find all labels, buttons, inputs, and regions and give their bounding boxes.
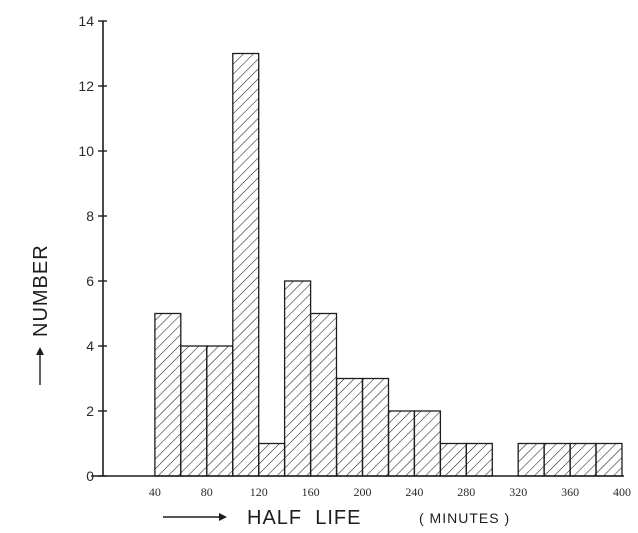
y-tick-label-2: 2: [86, 403, 94, 419]
histogram-bar-180-200: [335, 377, 364, 477]
histogram-bar-340-360: [543, 442, 571, 477]
histogram-bar-160-180: [309, 312, 338, 477]
x-tick-label-360: 360: [561, 485, 579, 499]
x-tick-label-120: 120: [250, 485, 268, 499]
histogram-bar-320-340: [517, 442, 545, 477]
histogram-bar-140-160: [283, 280, 312, 477]
x-tick-label-40: 40: [149, 485, 161, 499]
x-tick-label-320: 320: [509, 485, 527, 499]
y-tick-label-4: 4: [86, 338, 94, 354]
y-tick-label-10: 10: [78, 143, 94, 159]
x-tick-label-200: 200: [354, 485, 372, 499]
histogram-bar-80-100: [206, 345, 234, 477]
histogram-bar-380-400: [595, 442, 623, 477]
histogram-bar-220-240: [387, 410, 416, 477]
y-axis-title-group: NUMBER: [30, 244, 52, 385]
histogram-bar-100-120: [232, 52, 260, 477]
y-tick-label-0: 0: [86, 468, 94, 484]
y-tick-label-14: 14: [78, 13, 94, 29]
histogram-bar-240-260: [413, 410, 442, 477]
histogram-bar-40-60: [154, 312, 182, 477]
x-tick-label-280: 280: [457, 485, 475, 499]
x-ticks-group: 40 80 120 160 200 240 280 320 360 400: [149, 485, 631, 499]
x-axis-arrow-head: [219, 513, 227, 521]
histogram-bar-280-300: [465, 442, 493, 477]
histogram-bar-200-220: [361, 377, 390, 477]
x-tick-label-240: 240: [405, 485, 423, 499]
y-tick-label-6: 6: [86, 273, 94, 289]
x-axis-title-group: HALF LIFE ( MINUTES ): [163, 507, 510, 529]
y-axis-arrow-head: [36, 347, 44, 355]
y-tick-label-8: 8: [86, 208, 94, 224]
histogram-bar-120-140: [258, 442, 286, 477]
histogram-bar-360-380: [569, 442, 597, 477]
x-tick-label-160: 160: [302, 485, 320, 499]
histogram-bar-260-280: [439, 442, 467, 477]
x-axis-title: HALF LIFE: [247, 507, 361, 529]
y-axis-title: NUMBER: [30, 244, 52, 337]
x-tick-label-80: 80: [201, 485, 213, 499]
bars-group: [154, 52, 623, 477]
x-tick-label-400: 400: [613, 485, 631, 499]
y-ticks-group: 0 2 4 6 8 10 12 14: [78, 13, 107, 484]
histogram-bar-60-80: [180, 345, 208, 477]
x-axis-unit: ( MINUTES ): [419, 510, 510, 526]
y-tick-label-12: 12: [78, 78, 94, 94]
